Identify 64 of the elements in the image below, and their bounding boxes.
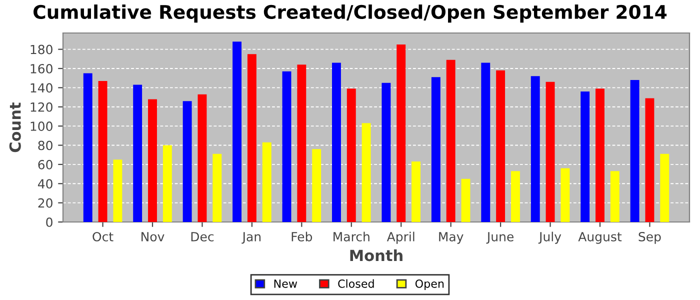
bar [660,154,670,222]
x-tick-label: May [439,232,464,244]
bar [610,171,620,222]
bar [362,123,371,222]
x-tick-label: Sep [638,232,661,244]
bar [510,171,520,222]
chart-title: Cumulative Requests Created/Closed/Open September 2014 [34,4,667,23]
bar [461,178,470,222]
bar [232,42,242,222]
x-tick-label: Dec [191,232,214,242]
bar [481,62,490,222]
bar [332,62,341,222]
bar [98,80,108,222]
x-tick-label: Oct [92,232,114,242]
y-tick-label: 120 [30,102,52,112]
bar [346,88,356,222]
bar [198,94,207,222]
y-tick-label: 0 [46,217,52,227]
y-tick-label: 60 [38,160,52,170]
y-tick-label: 20 [38,198,52,208]
bar [496,70,506,222]
bar [412,162,421,222]
bar [446,60,456,222]
y-axis-title: Count [9,102,21,152]
bar [148,99,157,222]
bar [133,84,142,222]
x-tick-label: Feb [292,232,312,242]
x-tick-label: June [486,232,514,244]
bar [282,71,292,222]
bar [645,98,654,222]
bar [262,142,272,222]
bar [297,64,306,222]
legend-label: New [274,280,298,288]
y-tick-label: 140 [30,83,52,93]
bar [212,154,222,222]
x-tick-label: July [538,232,562,244]
legend-label: Open [415,279,444,290]
y-tick-label: 180 [30,44,52,54]
bar [580,92,590,222]
y-tick-label: 80 [38,140,52,150]
bar [596,88,604,222]
bar [162,145,172,222]
bar [630,80,640,222]
legend-label: Closed [338,279,374,288]
bar [247,54,256,222]
x-tick-label: Nov [142,232,164,242]
bar [83,73,92,222]
bar [546,82,555,222]
bar [431,77,440,222]
x-tick-label: Jan [242,232,261,244]
x-axis-title: Month [350,249,402,262]
bar [113,160,122,222]
y-tick-label: 100 [30,122,52,131]
y-tick-label: 160 [30,64,52,74]
bar [530,76,540,222]
y-tick-label: 40 [38,179,52,189]
bar [560,168,570,222]
x-tick-label: August [578,232,622,244]
bar [182,101,192,222]
bar [382,82,391,222]
bar [396,44,406,222]
x-tick-label: March [334,232,370,242]
x-tick-label: April [386,232,414,244]
bar [312,149,322,222]
